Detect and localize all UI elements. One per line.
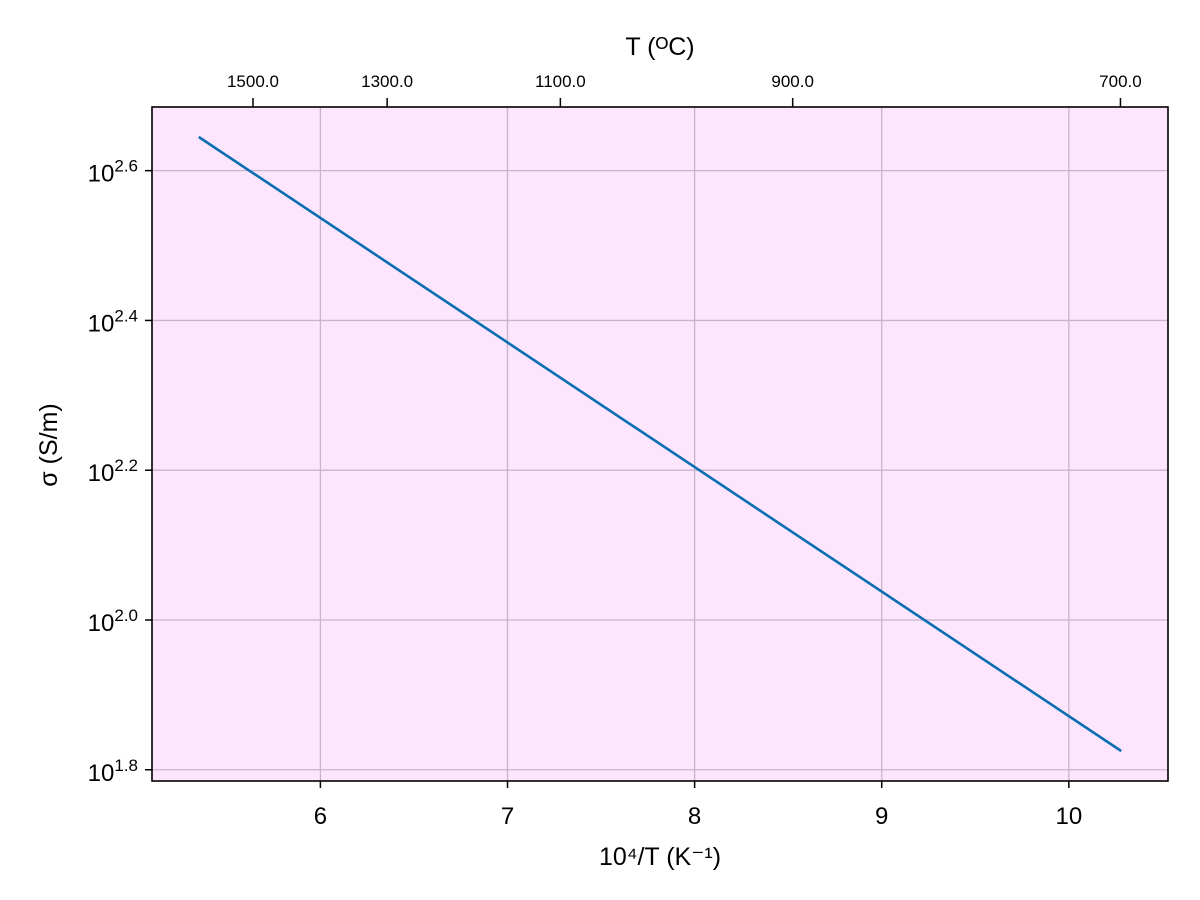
top-tick-label: 1500.0 (227, 72, 279, 91)
bottom-axis-ticks: 6 7 8 9 10 (314, 781, 1082, 830)
y-tick-label: 101.8 (88, 756, 138, 787)
top-tick-label: 1100.0 (535, 72, 586, 91)
y-tick-label: 102.0 (88, 606, 138, 637)
horizontal-gridlines (152, 170, 1168, 771)
x-tick-label: 7 (501, 803, 514, 830)
series-layer (198, 135, 1122, 753)
series-line (198, 135, 1122, 753)
y-tick-label: 102.4 (88, 306, 138, 337)
x-tick-label: 6 (314, 803, 327, 830)
y-tick-label: 102.2 (88, 456, 138, 487)
top-axis-title: T (ᴼC) (625, 33, 694, 61)
x-tick-label: 8 (688, 803, 701, 830)
left-axis-ticks: 101.8 102.0 102.2 102.4 102.6 (88, 157, 152, 787)
x-tick-label: 9 (875, 803, 888, 830)
top-tick-label: 900.0 (771, 72, 814, 91)
x-tick-label: 10 (1055, 803, 1082, 830)
top-tick-label: 1300.0 (361, 72, 413, 91)
top-tick-label: 700.0 (1099, 72, 1142, 91)
top-axis-ticks: 1500.0 1300.0 1100.0 900.0 700.0 (227, 72, 1142, 107)
plot-frame (151, 106, 1169, 782)
x-axis-title: 10⁴/T (K⁻¹) (599, 843, 721, 871)
y-axis-title: σ (S/m) (35, 403, 63, 486)
y-tick-label: 102.6 (88, 157, 138, 188)
